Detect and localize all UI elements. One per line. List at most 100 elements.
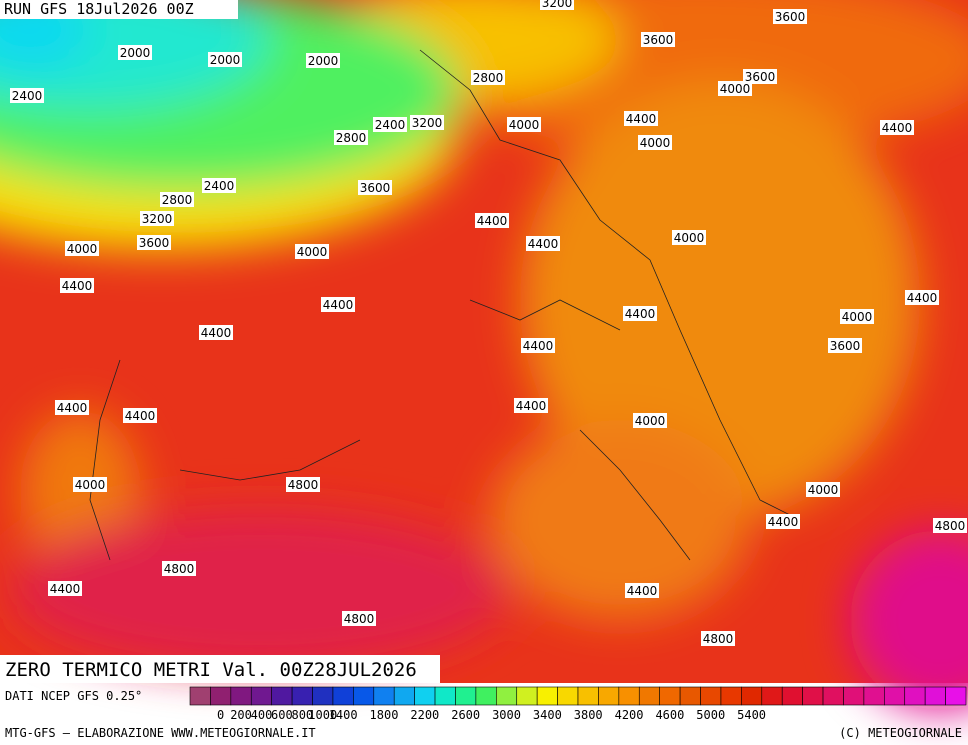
label-box [342,611,376,626]
run-box [0,0,238,19]
legend-swatch [557,686,579,706]
legend-swatch [741,686,763,706]
label-box [828,338,862,353]
label-box [140,211,174,226]
label-box [641,32,675,47]
legend-label: 600 [271,708,293,722]
contour-label: 4000 [67,242,98,256]
legend-label: 2600 [451,708,480,722]
legend-swatch [189,686,211,706]
title-box [0,655,440,683]
label-box [373,117,407,132]
contour-label: 2000 [210,53,241,67]
legend-label: 1400 [329,708,358,722]
contour-label: 3600 [139,236,170,250]
contour-label: 4000 [674,231,705,245]
source: DATI NCEP GFS 0.25° [5,689,142,703]
label-box [358,180,392,195]
contour-label: 4400 [62,279,93,293]
legend-label: 800 [291,708,313,722]
label-box [306,53,340,68]
label-box [507,117,541,132]
legend-swatch [802,686,824,706]
label-box [10,88,44,103]
legend-swatch [720,686,742,706]
legend-swatch [843,686,865,706]
label-box [334,130,368,145]
legend-swatch [373,686,395,706]
contour-label: 4000 [509,118,540,132]
label-box [55,400,89,415]
legend-swatch [822,686,844,706]
legend-swatch [210,686,232,706]
contour-label: 4800 [288,478,319,492]
contour-label: 4400 [50,582,81,596]
contour-label: 4400 [201,326,232,340]
contour-label: 4400 [626,112,657,126]
label-box [718,81,752,96]
legend-label: 4200 [615,708,644,722]
legend-swatch [250,686,272,706]
contour-label: 4400 [477,214,508,228]
legend-swatch [884,686,906,706]
legend-label: 1800 [370,708,399,722]
legend-swatch [455,686,477,706]
legend-swatch [536,686,558,706]
label-box [526,236,560,251]
label-box [202,178,236,193]
legend-swatch [700,686,722,706]
contour-label: 3600 [775,10,806,24]
label-box [208,52,242,67]
label-box [475,213,509,228]
contour-label: 4400 [627,584,658,598]
label-box [199,325,233,340]
legend-swatch [312,686,334,706]
legend-swatch [863,686,885,706]
contour-label: 4400 [523,339,554,353]
legend-swatch [475,686,497,706]
label-box [905,290,939,305]
label-box [118,45,152,60]
label-box [623,306,657,321]
label-box [773,9,807,24]
contour-label: 4000 [720,82,751,96]
legend-swatch [516,686,538,706]
contour-label: 4800 [344,612,375,626]
contour-label: 4800 [935,519,966,533]
legend-swatch [945,686,967,706]
legend-label: 5000 [696,708,725,722]
legend-swatch [638,686,660,706]
label-box [471,70,505,85]
contour-label: 2400 [12,89,43,103]
legend-label: 400 [251,708,273,722]
contour-label: 4000 [297,245,328,259]
label-box [60,278,94,293]
label-box [840,309,874,324]
contour-label: 3200 [142,212,173,226]
label-box [73,477,107,492]
legend-swatch [291,686,313,706]
label-box [933,518,967,533]
legend-swatch [393,686,415,706]
label-box [410,115,444,130]
label-box [514,398,548,413]
label-box [625,583,659,598]
legend-swatch [230,686,252,706]
contour-label: 4800 [703,632,734,646]
contour-label: 4000 [842,310,873,324]
contour-label: 3200 [542,0,573,10]
label-box [123,408,157,423]
legend-swatch [496,686,518,706]
contour-label: 4400 [907,291,938,305]
contour-label: 4400 [125,409,156,423]
contour-label: 4400 [516,399,547,413]
legend-swatch [353,686,375,706]
contour-label: 4000 [75,478,106,492]
label-box [540,0,574,10]
legend-swatch [577,686,599,706]
label-box [137,235,171,250]
legend-label: 3000 [492,708,521,722]
credit: MTG-GFS — ELABORAZIONE WWW.METEOGIORNALE… [5,726,316,740]
label-box [766,514,800,529]
contour-label: 2000 [120,46,151,60]
